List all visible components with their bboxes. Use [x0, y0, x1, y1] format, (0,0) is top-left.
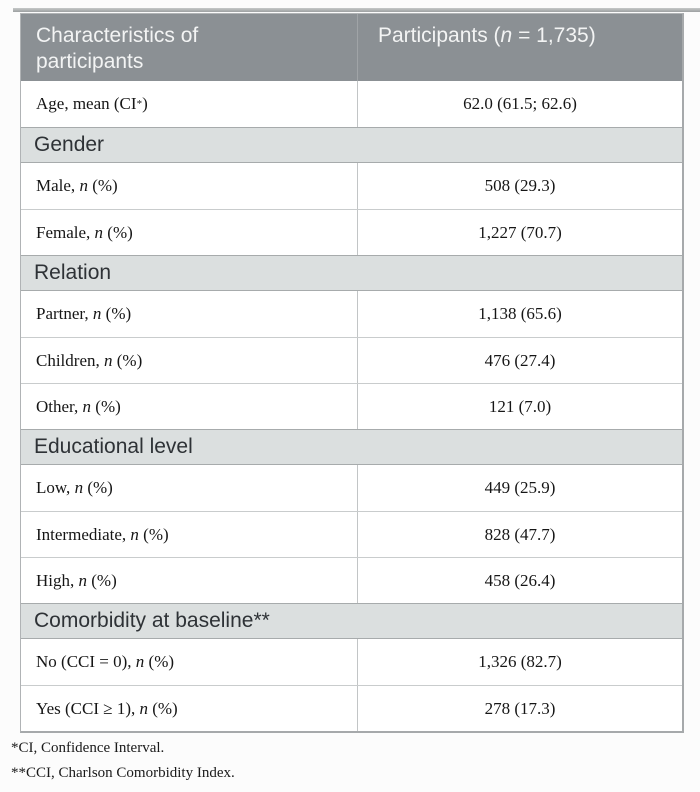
- row-value: 508 (29.3): [484, 176, 556, 195]
- table-row: Male, n (%) 508 (29.3): [21, 163, 682, 209]
- header-participants-n: n: [500, 24, 513, 47]
- row-label: Male, n (%): [21, 163, 358, 209]
- header-participants-suffix: = 1,735): [512, 24, 596, 47]
- row-label-text: Low,: [36, 478, 75, 497]
- row-label-italic-n: n: [139, 698, 148, 718]
- table-row: High, n (%) 458 (26.4): [21, 557, 682, 603]
- row-value: 1,227 (70.7): [478, 222, 562, 242]
- row-label-suffix: (%): [138, 524, 169, 544]
- header-cell-characteristics: Characteristics of participants: [21, 14, 358, 81]
- table-row: Age, mean (CI *) 62.0 (61.5; 62.6): [21, 81, 682, 127]
- row-label: Children, n (%): [21, 338, 358, 383]
- section-header-label: Comorbidity at baseline**: [34, 609, 270, 632]
- footnote-ci: *CI, Confidence Interval.: [11, 740, 165, 756]
- row-label-text: Age, mean (CI: [36, 94, 137, 113]
- row-label-text: Yes (CCI ≥ 1),: [36, 698, 140, 718]
- footnotes: *CI, Confidence Interval. **CCI, Charlso…: [11, 736, 235, 786]
- row-label-text: No (CCI = 0),: [36, 652, 136, 671]
- row-value: 278 (17.3): [484, 698, 556, 718]
- row-label-italic-n: n: [94, 222, 104, 242]
- row-label: Low, n (%): [21, 465, 358, 511]
- row-value: 476 (27.4): [484, 350, 556, 370]
- row-label-suffix: (%): [147, 698, 178, 718]
- table-row: Female, n (%) 1,227 (70.7): [21, 209, 682, 255]
- row-label-text: High,: [36, 570, 79, 590]
- table-header-row: Characteristics of participants Particip…: [21, 14, 682, 81]
- row-label-suffix: (%): [83, 478, 113, 497]
- row-label-italic-n: n: [74, 478, 84, 497]
- row-label-suffix: (%): [144, 652, 175, 671]
- row-value: 62.0 (61.5; 62.6): [463, 94, 577, 113]
- row-label: Other, n (%): [21, 384, 358, 429]
- row-label-italic-n: n: [104, 350, 113, 370]
- row-label-italic-n: n: [130, 524, 139, 544]
- row-label-text: Other,: [36, 396, 83, 416]
- row-label: High, n (%): [21, 558, 358, 603]
- row-label-italic-n: n: [82, 396, 92, 416]
- participant-characteristics-table: Characteristics of participants Particip…: [20, 13, 684, 733]
- row-label: Partner, n (%): [21, 291, 358, 337]
- row-label-suffix: (%): [101, 304, 132, 323]
- row-value: 458 (26.4): [484, 570, 556, 590]
- row-label-italic-n: n: [78, 570, 88, 590]
- header-characteristics-label: Characteristics of participants: [36, 24, 199, 73]
- section-header-label: Gender: [34, 133, 105, 156]
- footnote-cci: **CCI, Charlson Comorbidity Index.: [11, 765, 235, 781]
- section-header-row: Educational level: [21, 429, 682, 465]
- section-header-row: Comorbidity at baseline**: [21, 603, 682, 639]
- row-label-text: Male,: [36, 176, 80, 195]
- section-header-label: Educational level: [34, 435, 193, 458]
- row-label-text: Children,: [36, 350, 104, 370]
- row-label-suffix: (%): [91, 396, 121, 416]
- table-row: Other, n (%) 121 (7.0): [21, 383, 682, 429]
- section-header-label: Relation: [34, 261, 112, 284]
- row-label-text: Intermediate,: [36, 524, 131, 544]
- top-rule-line: [13, 8, 700, 12]
- row-label-suffix: (%): [103, 222, 133, 242]
- section-header-row: Gender: [21, 127, 682, 163]
- row-value: 121 (7.0): [488, 396, 552, 416]
- row-value: 1,326 (82.7): [478, 652, 562, 671]
- row-label-suffix: (%): [112, 350, 143, 370]
- header-cell-participants: Participants (n = 1,735): [358, 14, 682, 81]
- table-body: Age, mean (CI *) 62.0 (61.5; 62.6) Gender Ma…: [21, 81, 682, 731]
- row-value: 449 (25.9): [484, 478, 556, 497]
- row-label: No (CCI = 0), n (%): [21, 639, 358, 685]
- row-label-text: Partner,: [36, 304, 93, 323]
- table-row: Yes (CCI ≥ 1), n (%) 278 (17.3): [21, 685, 682, 731]
- header-participants-prefix: Participants (: [378, 24, 501, 47]
- row-label-italic-n: n: [92, 304, 102, 323]
- section-header-row: Relation: [21, 255, 682, 291]
- table-row: No (CCI = 0), n (%) 1,326 (82.7): [21, 639, 682, 685]
- row-label: Yes (CCI ≥ 1), n (%): [21, 686, 358, 731]
- table-row: Low, n (%) 449 (25.9): [21, 465, 682, 511]
- row-value: 1,138 (65.6): [478, 304, 562, 323]
- row-label: Age, mean (CI *): [21, 81, 358, 127]
- row-label-suffix: (%): [87, 176, 118, 195]
- table-row: Intermediate, n (%) 828 (47.7): [21, 511, 682, 557]
- row-label-text: Female,: [36, 222, 95, 242]
- row-label-italic-n: n: [135, 652, 145, 671]
- row-value: 828 (47.7): [484, 524, 556, 544]
- table-row: Partner, n (%) 1,138 (65.6): [21, 291, 682, 337]
- row-label: Intermediate, n (%): [21, 512, 358, 557]
- row-label-italic-n: n: [79, 176, 88, 195]
- row-label-suffix: (%): [87, 570, 117, 590]
- row-label: Female, n (%): [21, 210, 358, 255]
- table-row: Children, n (%) 476 (27.4): [21, 337, 682, 383]
- row-label-suffix: ): [142, 94, 148, 113]
